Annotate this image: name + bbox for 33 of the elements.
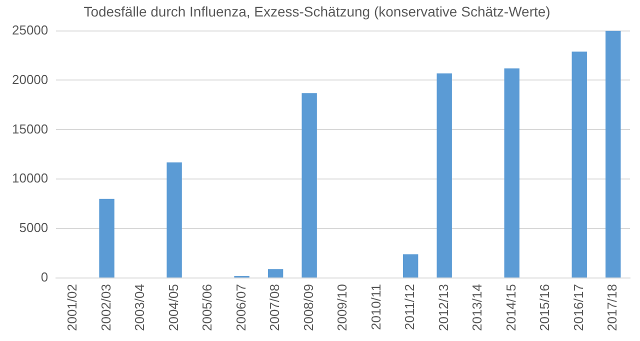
x-tick-label: 2005/06 — [200, 284, 215, 332]
x-tick-label: 2006/07 — [233, 284, 248, 332]
x-tick-label: 2001/02 — [64, 284, 80, 332]
y-tick-label: 0 — [40, 270, 48, 285]
x-tick-label: 2002/03 — [98, 284, 114, 332]
x-tick-label: 2011/12 — [402, 284, 418, 330]
bar — [302, 93, 317, 278]
bar — [606, 30, 621, 278]
y-tick-label: 15000 — [12, 121, 48, 136]
x-tick-label: 2007/08 — [267, 284, 282, 332]
x-tick-label: 2012/13 — [436, 284, 451, 332]
bar — [99, 198, 114, 278]
x-tick-label: 2016/17 — [570, 284, 586, 332]
x-tick-label: 2017/18 — [604, 284, 620, 332]
bar — [504, 68, 520, 278]
x-tick-label: 2010/11 — [368, 284, 384, 330]
y-tick-label: 10000 — [12, 170, 48, 186]
chart-title: Todesfälle durch Influenza, Exzess-Schätzung (konservative Schätz-Werte) — [84, 3, 550, 20]
bar — [166, 162, 182, 278]
x-tick-label: 2013/14 — [470, 284, 485, 332]
y-tick-label: 20000 — [12, 72, 48, 87]
bar — [436, 73, 452, 278]
x-tick-label: 2003/04 — [132, 284, 148, 332]
y-tick-label: 5000 — [19, 220, 48, 236]
bar — [572, 52, 587, 278]
x-tick-label: 2015/16 — [537, 284, 552, 332]
x-tick-label: 2009/10 — [334, 284, 350, 332]
x-tick-label: 2004/05 — [166, 284, 181, 332]
x-tick-label: 2014/15 — [503, 284, 518, 332]
bar — [268, 269, 284, 278]
y-tick-label: 25000 — [12, 22, 48, 38]
bar — [402, 254, 418, 278]
x-tick-label: 2008/09 — [300, 284, 316, 332]
